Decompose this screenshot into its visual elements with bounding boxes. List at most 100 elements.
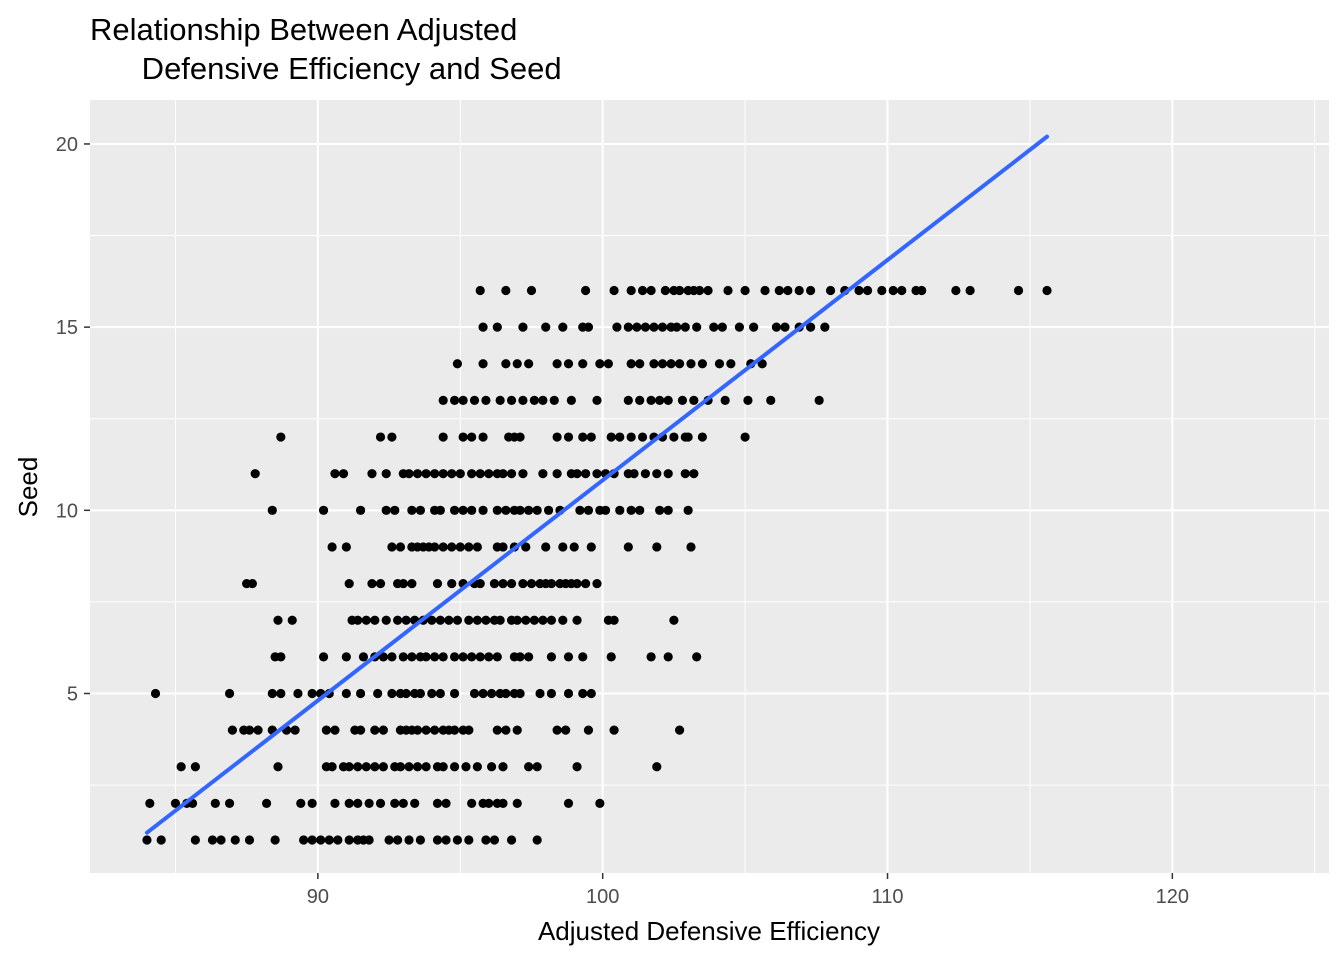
data-point (387, 652, 397, 662)
data-point (578, 688, 588, 699)
chart-title-line: Defensive Efficiency and Seed (90, 51, 562, 86)
data-point (438, 652, 448, 662)
data-point (464, 725, 474, 735)
data-point (626, 432, 636, 442)
data-point (142, 835, 152, 845)
data-point (404, 469, 414, 479)
data-point (521, 542, 531, 552)
data-point (296, 798, 306, 808)
data-point (270, 835, 280, 845)
data-point (307, 798, 317, 808)
axis-ticks (84, 143, 1174, 879)
data-point (652, 762, 662, 772)
data-point (558, 322, 568, 332)
data-point (449, 688, 460, 699)
minor-gridlines (90, 100, 1329, 873)
data-point (430, 725, 440, 735)
data-point (515, 505, 525, 515)
data-point (478, 688, 488, 699)
data-point (387, 432, 397, 442)
data-point (592, 395, 602, 406)
data-point (583, 505, 594, 515)
data-point (541, 542, 551, 552)
data-point (293, 688, 303, 699)
chart-title: Relationship Between Adjusted Defensive … (90, 12, 562, 86)
data-point (512, 725, 522, 735)
data-point (726, 359, 736, 369)
data-point (686, 359, 696, 369)
data-point (438, 395, 448, 406)
data-point (586, 542, 596, 552)
data-point (552, 469, 562, 479)
data-point (210, 798, 220, 808)
data-point (455, 469, 465, 479)
data-point (344, 578, 354, 589)
data-point (538, 395, 548, 406)
data-point (492, 652, 502, 662)
data-point (489, 578, 500, 589)
data-point (290, 725, 300, 735)
data-point (475, 578, 485, 589)
data-point (578, 359, 588, 369)
data-point (578, 432, 588, 442)
data-point (338, 469, 349, 479)
data-point (646, 285, 656, 296)
data-point (378, 725, 388, 735)
data-point (583, 322, 594, 332)
data-point (415, 688, 425, 699)
data-point (600, 505, 611, 515)
data-point (757, 359, 767, 369)
data-point (353, 615, 363, 625)
data-point (529, 615, 539, 625)
data-point (381, 469, 391, 479)
data-point (543, 505, 554, 515)
data-point (492, 505, 502, 515)
data-point (626, 505, 636, 515)
data-point (606, 432, 616, 442)
y-tick-label: 20 (56, 134, 78, 156)
data-point (395, 762, 406, 772)
data-point (635, 395, 645, 406)
data-point (224, 798, 235, 808)
data-point (438, 542, 448, 552)
data-point (623, 322, 633, 332)
data-point (595, 359, 605, 369)
data-point (512, 615, 522, 625)
data-point (740, 285, 750, 296)
data-point (501, 688, 511, 699)
data-point (449, 505, 460, 515)
data-point (501, 359, 511, 369)
plot-panel (90, 100, 1329, 873)
data-point (267, 505, 277, 515)
data-point (378, 652, 388, 662)
data-point (452, 615, 463, 625)
data-point (449, 762, 460, 772)
data-point (472, 542, 482, 552)
data-point (145, 798, 155, 808)
data-point (341, 688, 351, 699)
data-point (677, 395, 688, 406)
data-point (683, 505, 693, 515)
data-point (615, 505, 625, 515)
data-point (318, 652, 329, 662)
data-point (375, 432, 386, 442)
data-point (723, 285, 733, 296)
data-point (458, 395, 468, 406)
data-point (381, 615, 391, 625)
data-point (475, 652, 485, 662)
data-point (663, 505, 673, 515)
data-point (640, 469, 651, 479)
data-point (276, 652, 286, 662)
y-tick-label: 10 (56, 500, 78, 522)
data-point (344, 835, 354, 845)
data-point (806, 285, 816, 296)
data-point (401, 615, 411, 625)
data-point (766, 395, 776, 406)
data-point (307, 688, 317, 699)
data-point (552, 725, 562, 735)
data-point (355, 505, 366, 515)
data-point (609, 285, 619, 296)
data-point (330, 725, 340, 735)
data-point (355, 688, 366, 699)
data-point (316, 835, 326, 845)
